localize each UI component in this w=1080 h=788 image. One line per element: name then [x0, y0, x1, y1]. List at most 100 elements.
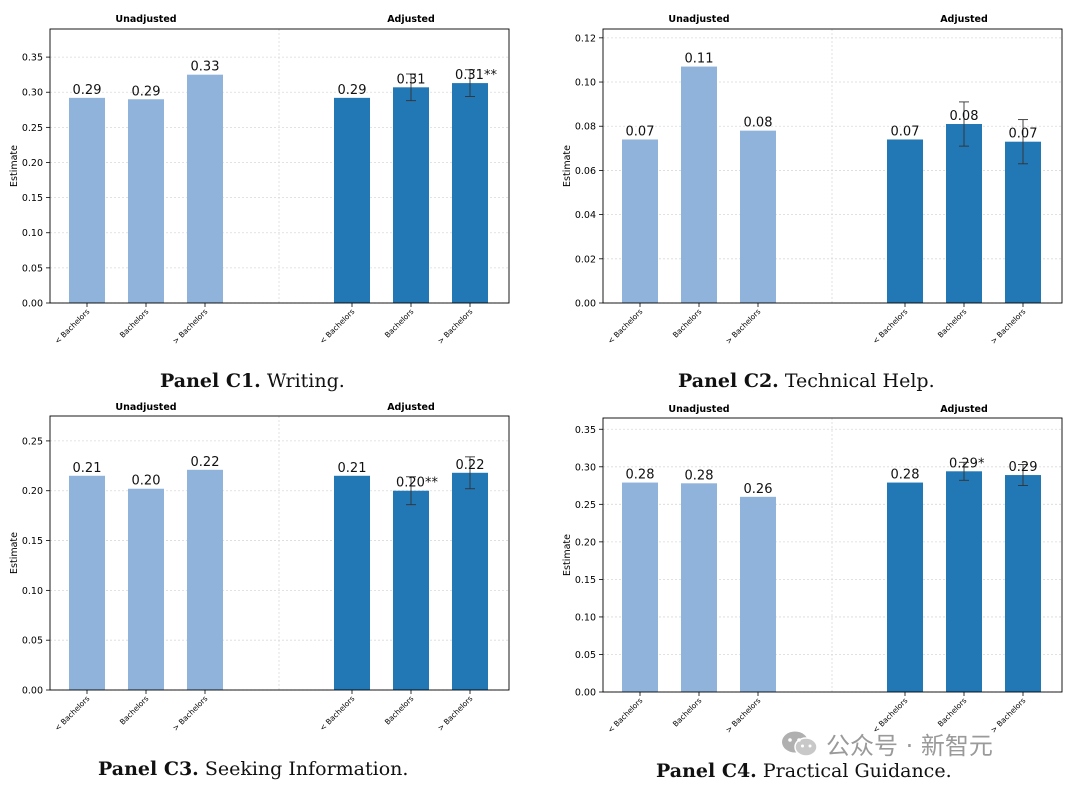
y-tick-label: 0.25 — [22, 123, 43, 134]
x-tick-label: Bachelors — [383, 694, 416, 727]
y-tick-label: 0.25 — [575, 500, 596, 511]
bar — [187, 74, 223, 304]
caption-c3-title: Seeking Information. — [204, 758, 409, 780]
data-label: 0.08 — [744, 116, 773, 131]
bar — [740, 496, 776, 692]
data-label: 0.31 — [397, 72, 426, 87]
plot-frame — [49, 415, 510, 691]
data-label: 0.22 — [456, 458, 485, 473]
y-tick-label: 0.10 — [575, 612, 596, 623]
data-label: 0.29* — [949, 456, 985, 471]
y-tick-label: 0.10 — [22, 586, 43, 597]
bar — [393, 490, 429, 690]
data-label: 0.08 — [950, 109, 979, 124]
y-axis-label: Estimate — [562, 145, 573, 187]
x-tick-label: > Bachelors — [171, 307, 210, 346]
x-tick-label: Bachelors — [671, 696, 704, 729]
y-tick-label: 0.35 — [22, 53, 43, 64]
caption-c2-label: Panel C2. — [678, 370, 779, 392]
data-label: 0.28 — [626, 468, 655, 483]
y-tick-label: 0.30 — [22, 88, 43, 99]
group-title: Unadjusted — [668, 14, 729, 25]
bar — [887, 139, 923, 303]
panel-4: 0.00 0.05 0.10 0.15 0.20 0.25 0.30 0.35 Estimate… — [562, 404, 1063, 735]
x-tick-label: < Bachelors — [318, 307, 357, 346]
bar — [1005, 141, 1041, 303]
data-label: 0.29 — [1009, 460, 1038, 475]
y-tick-label: 0.35 — [575, 425, 596, 436]
bar — [128, 488, 164, 690]
caption-c2: Panel C2. Technical Help. — [678, 370, 935, 392]
caption-c4: Panel C4. Practical Guidance. — [656, 760, 952, 782]
data-label: 0.29 — [73, 83, 102, 98]
y-tick-label: 0.06 — [575, 166, 596, 177]
plot-frame — [602, 417, 1063, 693]
data-label: 0.29 — [338, 83, 367, 98]
x-tick-label: > Bachelors — [436, 694, 475, 733]
data-label: 0.21 — [338, 461, 367, 476]
plot-frame — [602, 28, 1063, 304]
y-axis-label: Estimate — [9, 145, 20, 187]
data-label: 0.28 — [685, 468, 714, 483]
y-axis-label: Estimate — [562, 534, 573, 576]
x-tick-label: < Bachelors — [318, 694, 357, 733]
caption-c2-title: Technical Help. — [784, 370, 935, 392]
plot-frame — [49, 28, 510, 304]
bar — [887, 482, 923, 692]
data-label: 0.29 — [132, 84, 161, 99]
data-label: 0.07 — [626, 124, 655, 139]
y-tick-label: 0.00 — [575, 688, 596, 699]
x-tick-label: < Bachelors — [606, 696, 645, 735]
bar — [946, 471, 982, 692]
y-tick-label: 0.15 — [22, 536, 43, 547]
y-tick-label: 0.30 — [575, 462, 596, 473]
bar — [334, 475, 370, 690]
x-tick-label: > Bachelors — [989, 307, 1028, 346]
bar — [946, 124, 982, 303]
bar — [187, 469, 223, 690]
group-title: Unadjusted — [115, 14, 176, 25]
y-tick-label: 0.02 — [575, 254, 596, 265]
group-title: Adjusted — [940, 14, 988, 25]
x-tick-label: > Bachelors — [989, 696, 1028, 735]
y-tick-label: 0.05 — [575, 650, 596, 661]
group-title: Unadjusted — [668, 404, 729, 415]
data-label: 0.07 — [1009, 127, 1038, 142]
x-tick-label: > Bachelors — [171, 694, 210, 733]
group-title: Adjusted — [387, 14, 435, 25]
y-tick-label: 0.00 — [575, 299, 596, 310]
bar — [452, 472, 488, 690]
x-tick-label: < Bachelors — [606, 307, 645, 346]
x-tick-label: Bachelors — [936, 307, 969, 340]
y-tick-label: 0.15 — [575, 575, 596, 586]
panel-3: 0.00 0.05 0.10 0.15 0.20 0.25 Estimate Unadjust… — [9, 402, 510, 733]
data-label: 0.07 — [891, 124, 920, 139]
bar — [128, 99, 164, 303]
bar — [622, 482, 658, 692]
data-label: 0.31** — [455, 68, 497, 83]
y-tick-label: 0.10 — [22, 228, 43, 239]
data-label: 0.28 — [891, 468, 920, 483]
y-tick-label: 0.05 — [22, 636, 43, 647]
y-tick-label: 0.00 — [22, 299, 43, 310]
y-tick-label: 0.10 — [575, 78, 596, 89]
panel-1: 0.00 0.05 0.10 0.15 0.20 0.25 0.30 0.35 Estimate… — [9, 14, 510, 346]
caption-c4-label: Panel C4. — [656, 760, 757, 782]
bar — [69, 97, 105, 303]
data-label: 0.20** — [396, 476, 438, 491]
caption-c4-title: Practical Guidance. — [762, 760, 952, 782]
y-tick-label: 0.00 — [22, 686, 43, 697]
bar — [393, 87, 429, 303]
x-tick-label: Bachelors — [671, 307, 704, 340]
y-tick-label: 0.20 — [22, 486, 43, 497]
bar — [681, 483, 717, 692]
y-tick-label: 0.20 — [575, 537, 596, 548]
caption-c3: Panel C3. Seeking Information. — [98, 758, 408, 780]
x-tick-label: < Bachelors — [53, 307, 92, 346]
bar — [334, 97, 370, 303]
x-tick-label: Bachelors — [118, 694, 151, 727]
y-tick-label: 0.25 — [22, 436, 43, 447]
x-tick-label: > Bachelors — [436, 307, 475, 346]
bar — [740, 130, 776, 303]
